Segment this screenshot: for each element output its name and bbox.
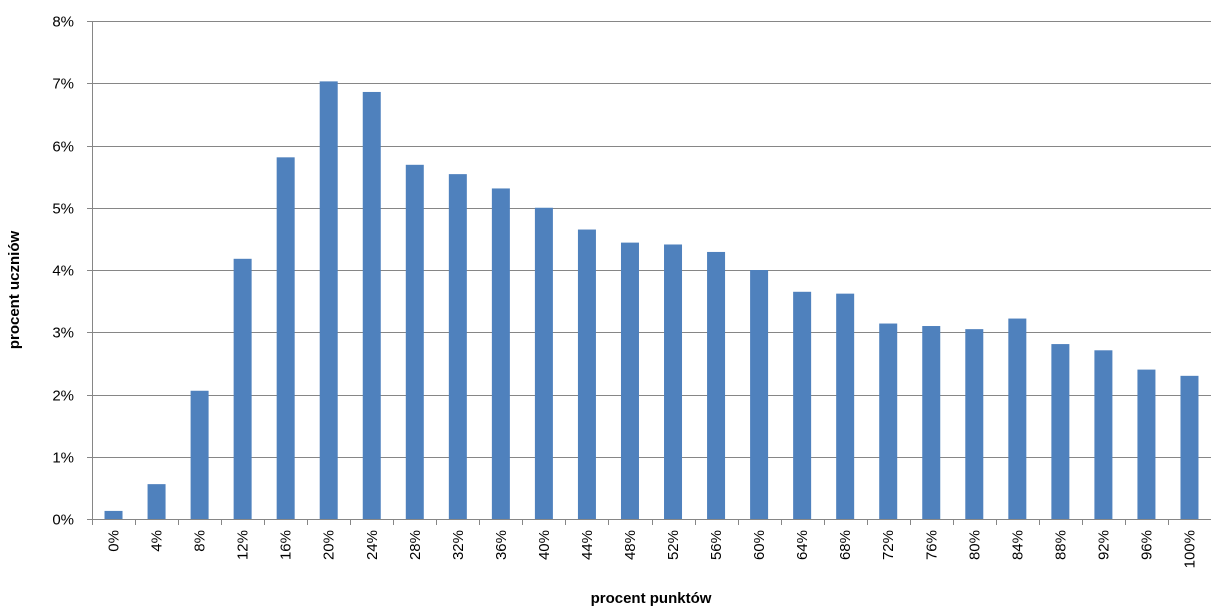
bar [707, 251, 726, 519]
x-tick-label: 68% [837, 530, 854, 560]
x-tick-label: 24% [364, 530, 381, 560]
bar [750, 270, 769, 519]
x-axis-title: procent punktów [591, 590, 712, 607]
x-tick-label: 52% [665, 530, 682, 560]
y-tick-label: 3% [52, 325, 74, 342]
x-tick-label: 12% [235, 530, 252, 560]
y-tick-label: 4% [52, 263, 74, 280]
bar [577, 229, 596, 520]
bar [1094, 350, 1113, 519]
gridlines [92, 21, 1211, 458]
bar [1051, 344, 1070, 519]
bar [1008, 318, 1027, 519]
bar [405, 164, 424, 520]
x-tick-label: 76% [923, 530, 940, 560]
bar [922, 326, 941, 519]
x-tick-label: 100% [1181, 530, 1198, 568]
bar [190, 390, 209, 519]
x-tick-label: 88% [1052, 530, 1069, 560]
bar [448, 174, 467, 519]
bar [965, 329, 984, 519]
axes [87, 21, 1211, 525]
x-tick-label: 84% [1009, 530, 1026, 560]
bar [620, 242, 639, 520]
y-tick-label: 0% [52, 512, 74, 529]
y-axis-title: procent uczniów [6, 231, 23, 350]
x-tick-label: 40% [536, 530, 553, 560]
x-tick-label: 4% [149, 530, 166, 552]
x-tick-label: 80% [966, 530, 983, 560]
bar [104, 510, 123, 519]
y-tick-label: 2% [52, 388, 74, 405]
x-tick-label: 92% [1095, 530, 1112, 560]
x-tick-label: 44% [579, 530, 596, 560]
x-tick-label: 16% [278, 530, 295, 560]
bar [147, 484, 166, 519]
x-tick-label: 36% [493, 530, 510, 560]
bar [319, 81, 338, 519]
x-tick-label: 8% [192, 530, 209, 552]
bars [104, 81, 1199, 520]
bar [879, 323, 898, 519]
bar [1180, 375, 1199, 519]
y-tick-label: 5% [52, 201, 74, 218]
x-tick-label: 56% [708, 530, 725, 560]
bar [1137, 369, 1156, 519]
x-tick-label: 72% [880, 530, 897, 560]
y-tick-label: 7% [52, 76, 74, 93]
bar [534, 207, 553, 519]
bar [664, 244, 683, 520]
x-tick-label: 20% [321, 530, 338, 560]
x-tick-label: 60% [751, 530, 768, 560]
bar [836, 293, 855, 519]
x-tick-label: 96% [1138, 530, 1155, 560]
bar [793, 291, 812, 519]
y-tick-label: 8% [52, 14, 74, 31]
bar [276, 157, 295, 519]
x-tick-label: 32% [450, 530, 467, 560]
bar [491, 188, 510, 519]
y-tick-labels: 0% 1% 2% 3% 4% 5% 6% 7% 8% [52, 14, 74, 529]
x-tick-label: 64% [794, 530, 811, 560]
y-tick-label: 1% [52, 450, 74, 467]
y-tick-label: 6% [52, 139, 74, 156]
bar [233, 258, 252, 519]
x-tick-label: 28% [407, 530, 424, 560]
x-tick-labels: 0% 4% 8% 12% 16% 20% 24% 28% 32% 36% 40% 44% 48% 52% 5… [106, 530, 1199, 568]
bar [362, 91, 381, 520]
x-tick-label: 0% [106, 530, 123, 552]
x-tick-label: 48% [622, 530, 639, 560]
